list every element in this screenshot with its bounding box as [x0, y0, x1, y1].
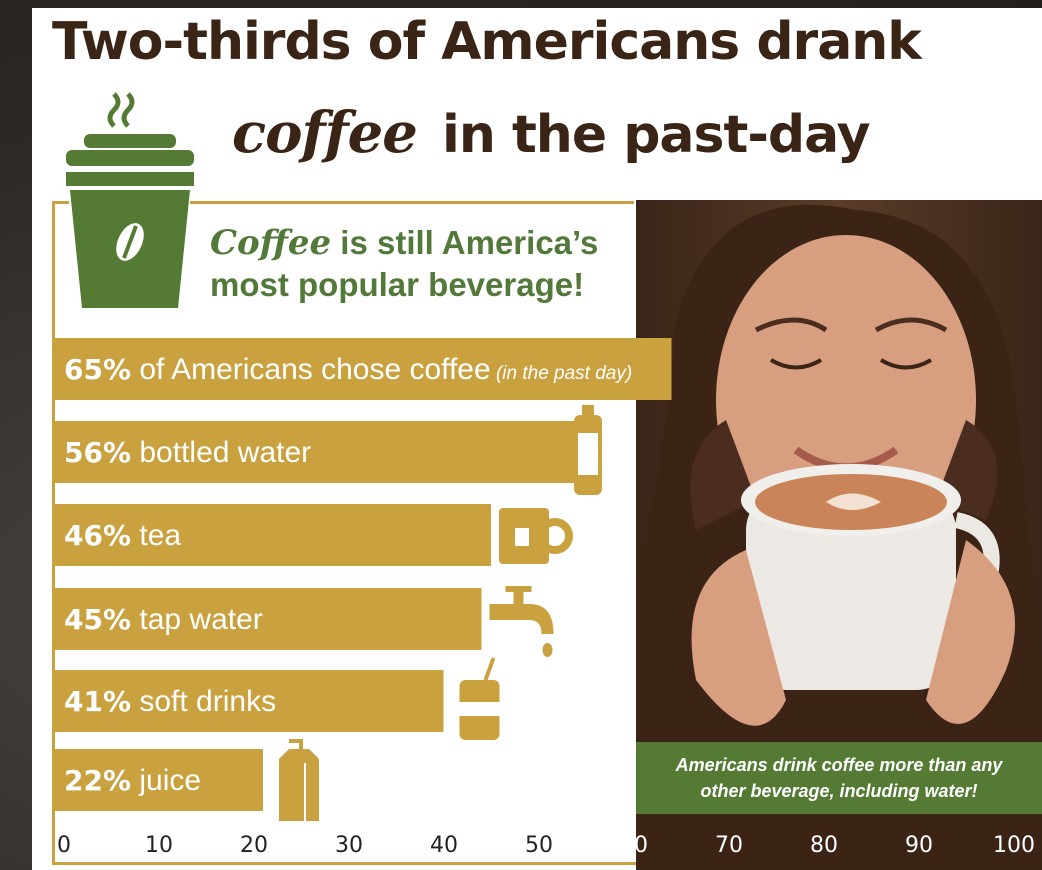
x-tick-label: 70: [715, 833, 743, 858]
title-line-2-rest: in the past-day: [442, 105, 871, 165]
frame-top-border-right: [190, 201, 634, 204]
subtitle-line-1: Coffee is still America’s: [210, 222, 598, 264]
photo-illustration: [636, 200, 1042, 870]
bar-label-coffee: 65% of Americans chose coffee (in the pa…: [64, 353, 632, 386]
bar-label-bottled-water: 56% bottled water: [64, 436, 311, 469]
frame-bottom-border: [52, 862, 1042, 865]
x-tick-label: 30: [335, 833, 363, 858]
subtitle-script-word: Coffee: [210, 223, 332, 263]
bar-coffee: [54, 338, 672, 400]
woman-drinking-coffee-photo: [636, 200, 1042, 870]
bar-label-tap-water: 45% tap water: [64, 603, 263, 636]
bar-label-tea: 46% tea: [64, 519, 181, 552]
frame-left-border: [52, 201, 55, 865]
juice-box-icon: [279, 739, 319, 821]
x-tick-label: 20: [240, 833, 268, 858]
x-tick-label: 80: [810, 833, 838, 858]
title-script-word: coffee: [232, 100, 418, 166]
caption-line-2: other beverage, including water!: [700, 781, 978, 801]
bar-label-soft-drinks: 41% soft drinks: [64, 685, 276, 718]
x-tick-label: 90: [905, 833, 933, 858]
x-tick-label: 60: [620, 833, 648, 858]
subtitle-line-1-rest: is still America’s: [340, 224, 599, 261]
x-tick-label: 40: [430, 833, 458, 858]
frame-top-border: [52, 201, 69, 204]
caption-line-1: Americans drink coffee more than any: [675, 755, 1003, 775]
faucet-icon: [489, 586, 554, 657]
coffee-cup-icon: [66, 92, 194, 308]
title-line-2: coffee in the past-day: [232, 100, 871, 166]
bar-soft-drinks: [54, 670, 444, 732]
x-tick-label: 50: [525, 833, 553, 858]
bottle-icon: [574, 405, 602, 495]
bar-label-juice: 22% juice: [64, 764, 201, 797]
x-tick-label: 0: [57, 833, 71, 858]
soda-cup-icon: [459, 657, 500, 740]
title-line-1: Two-thirds of Americans drank: [52, 12, 922, 72]
subtitle: Coffee is still America’s most popular b…: [210, 222, 598, 306]
bar-tea: [54, 504, 491, 566]
bar-tap-water: [54, 588, 482, 650]
tea-mug-icon: [499, 508, 573, 564]
x-tick-label: 100: [993, 833, 1035, 858]
photo-caption: Americans drink coffee more than any oth…: [636, 742, 1042, 814]
x-tick-label: 10: [145, 833, 173, 858]
bar-bottled-water: [54, 421, 586, 483]
bar-juice: [54, 749, 263, 811]
subtitle-line-2: most popular beverage!: [210, 266, 585, 303]
